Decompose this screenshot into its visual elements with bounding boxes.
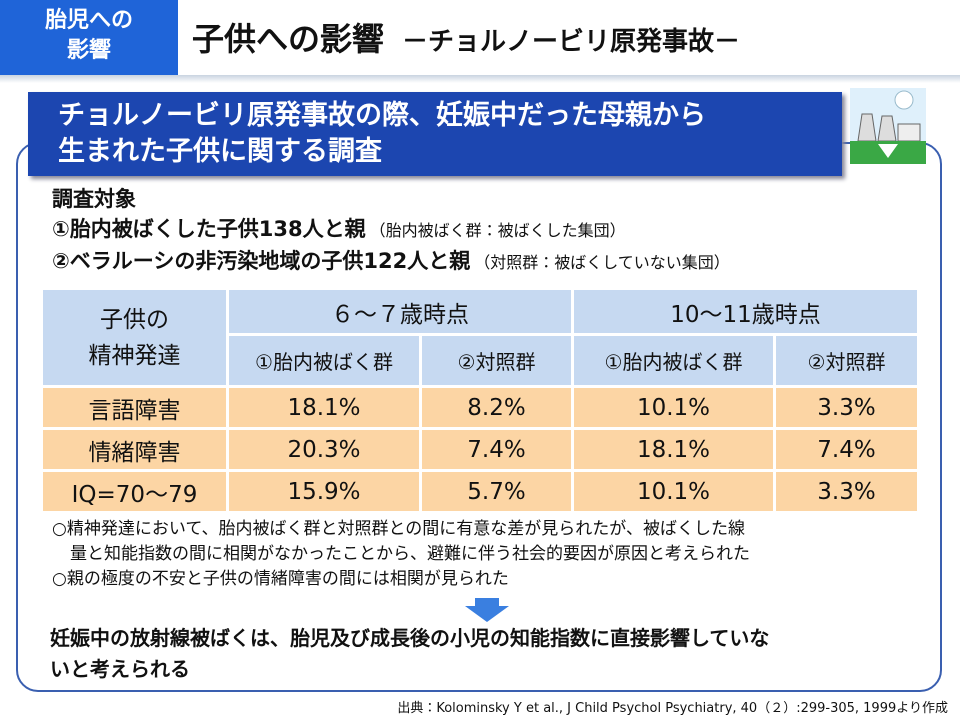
table-row: ①胎内被ばく群 ②対照群 ①胎内被ばく群 ②対照群 (42, 333, 920, 388)
table-row: 言語障害 18.1% 8.2% 10.1% 3.3% (40, 385, 920, 430)
title: 子供への影響 (192, 20, 385, 58)
subject-item: ②ベラルーシの非汚染地域の子供122人と親 （対照群：被ばくしていない集団） (52, 246, 730, 278)
data-cell: 15.9% (226, 469, 422, 514)
data-cell: 3.3% (773, 469, 920, 514)
data-cell: 5.7% (419, 469, 574, 514)
data-cell: 7.4% (419, 427, 574, 472)
notes: ○精神発達において、胎内被ばく群と対照群との間に有意な差が見られたが、被ばくした… (52, 517, 750, 592)
note-line: 量と知能指数の間に相関がなかったことから、避難に伴う社会的要因が原因と考えられた (70, 544, 750, 564)
down-arrow (465, 598, 509, 622)
data-cell: 10.1% (571, 385, 776, 430)
tag-line: 胎児への (44, 8, 133, 33)
icon-arrow (878, 144, 898, 158)
column-header: ②対照群 (773, 333, 920, 388)
table-body: 言語障害 18.1% 8.2% 10.1% 3.3% 情緒障害 20.3% 7.4% 18.1%… (40, 385, 920, 514)
plant-icon (850, 88, 926, 164)
row-label: 言語障害 (40, 385, 229, 430)
subtitle: －チョルノービリ原発事故－ (402, 27, 741, 57)
row-label: IQ=70～79 (40, 469, 229, 514)
conclusion-line: 妊娠中の放射線被ばくは、胎児及び成長後の小児の知能指数に直接影響していな (50, 626, 770, 650)
results-table: 子供の精神発達 ６～７歳時点 10～11歳時点 ①胎内被ばく群 ②対照群 ①胎内… (40, 287, 920, 514)
banner-line: 生まれた子供に関する調査 (58, 136, 382, 167)
subject-note: （胎内被ばく群：被ばくした集団） (369, 221, 626, 240)
column-header: ①胎内被ばく群 (226, 333, 422, 388)
column-header: ①胎内被ばく群 (571, 333, 776, 388)
subject-item: ①胎内被ばくした子供138人と親 （胎内被ばく群：被ばくした集団） (52, 214, 730, 246)
subject-main: ①胎内被ばくした子供138人と親 (52, 217, 366, 241)
column-header: ②対照群 (419, 333, 574, 388)
subject-main: ②ベラルーシの非汚染地域の子供122人と親 (52, 249, 471, 273)
data-cell: 18.1% (571, 427, 776, 472)
header-title: 子供への影響 －チョルノービリ原発事故－ (192, 14, 740, 60)
corner-line: 精神発達 (88, 342, 181, 369)
header-rule (0, 75, 960, 83)
icon-cloud (894, 90, 914, 110)
banner: チョルノービリ原発事故の際、妊娠中だった母親から 生まれた子供に関する調査 (28, 92, 842, 176)
subject-note: （対照群：被ばくしていない集団） (474, 253, 730, 272)
data-cell: 10.1% (571, 469, 776, 514)
data-cell: 8.2% (419, 385, 574, 430)
icon-building (897, 123, 921, 142)
data-cell: 3.3% (773, 385, 920, 430)
conclusion-line: いと考えられる (50, 657, 190, 681)
note-line: ○親の極度の不安と子供の情緒障害の間には相関が見られた (52, 569, 509, 589)
table-row: 情緒障害 20.3% 7.4% 18.1% 7.4% (40, 427, 920, 472)
source: 出典：Kolominsky Y et al., J Child Psychol … (397, 701, 948, 716)
corner-line: 子供の (100, 306, 169, 333)
banner-line: チョルノービリ原発事故の際、妊娠中だった母親から (58, 100, 706, 131)
note-line: ○精神発達において、胎内被ばく群と対照群との間に有意な差が見られたが、被ばくした… (52, 519, 745, 539)
arrow-shape (465, 598, 509, 622)
corner-cell: 子供の 精神発達 (40, 287, 229, 388)
row-label: 情緒障害 (40, 427, 229, 472)
subjects: 調査対象 ①胎内被ばくした子供138人と親 （胎内被ばく群：被ばくした集団） ②ベ… (52, 184, 730, 278)
group-header: 10～11歳時点 (571, 287, 920, 336)
table-row: 子供の精神発達 ６～７歳時点 10～11歳時点 (40, 287, 920, 388)
data-cell: 18.1% (226, 385, 422, 430)
group-header: ６～７歳時点 (226, 287, 574, 336)
conclusion: 妊娠中の放射線被ばくは、胎児及び成長後の小児の知能指数に直接影響していな いと考… (50, 623, 769, 685)
data-cell: 7.4% (773, 427, 920, 472)
data-cell: 20.3% (226, 427, 422, 472)
tag-line: 影響 (66, 38, 111, 63)
header-tag: 胎児への 影響 (0, 0, 178, 75)
subjects-heading: 調査対象 (52, 187, 136, 211)
table-row: IQ=70～79 15.9% 5.7% 10.1% 3.3% (40, 469, 920, 514)
